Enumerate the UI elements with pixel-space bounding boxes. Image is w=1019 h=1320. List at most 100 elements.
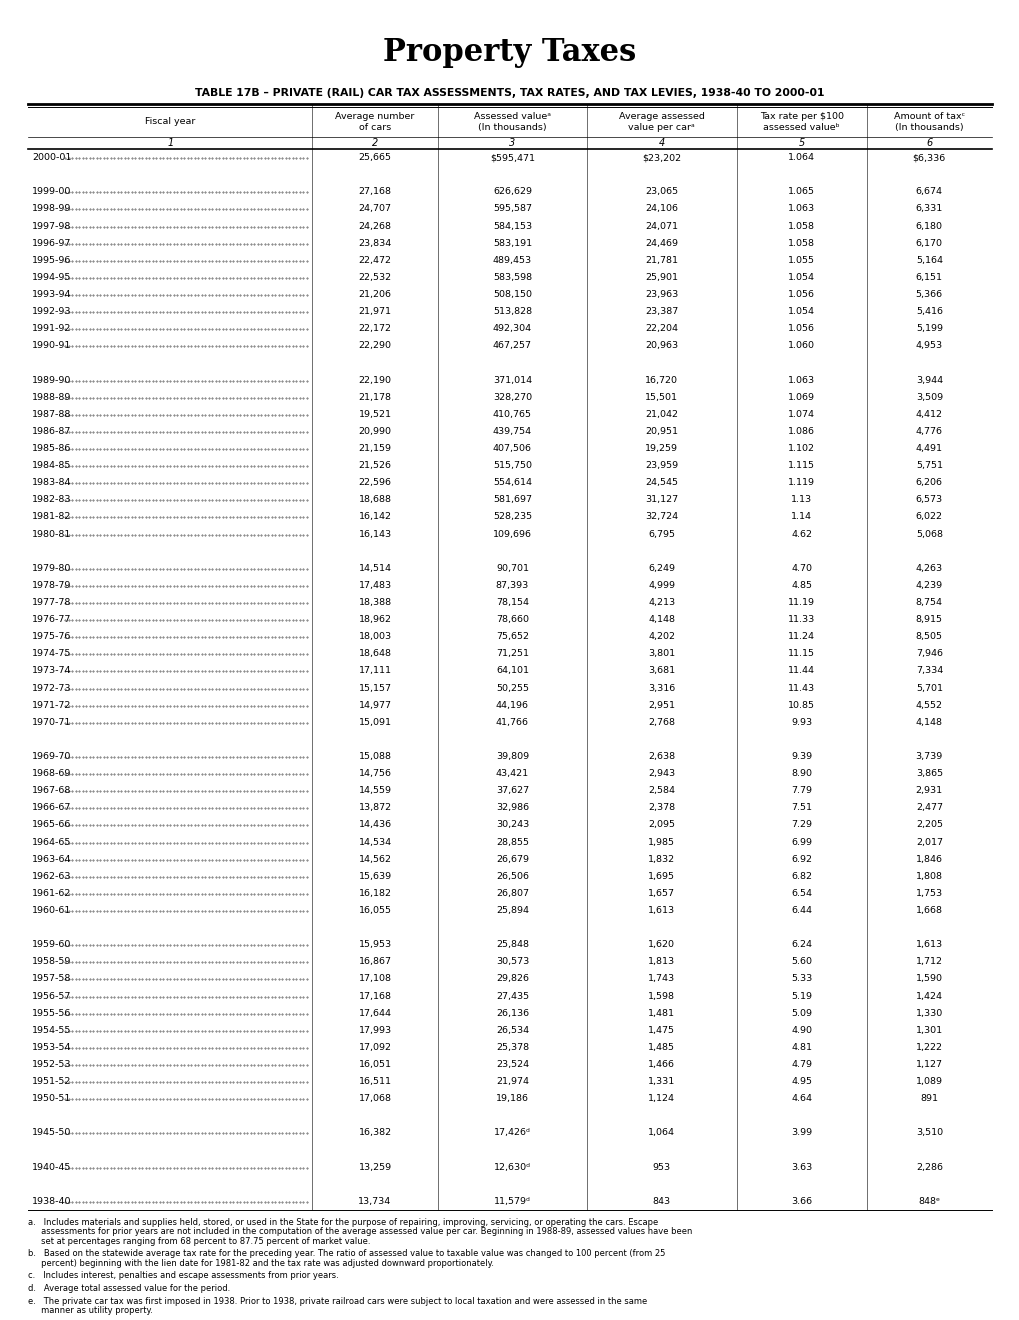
Text: 4,239: 4,239: [915, 581, 942, 590]
Text: 21,974: 21,974: [495, 1077, 529, 1086]
Text: 26,534: 26,534: [495, 1026, 529, 1035]
Text: 1991-92: 1991-92: [32, 325, 71, 333]
Text: 24,071: 24,071: [645, 222, 678, 231]
Text: 1,064: 1,064: [648, 1129, 675, 1138]
Text: Fiscal year: Fiscal year: [145, 117, 196, 127]
Text: 6.54: 6.54: [791, 888, 811, 898]
Text: 371,014: 371,014: [492, 375, 532, 384]
Text: 22,204: 22,204: [645, 325, 678, 333]
Text: 1.063: 1.063: [788, 375, 814, 384]
Text: 22,472: 22,472: [359, 256, 391, 265]
Text: 583,598: 583,598: [492, 273, 532, 282]
Text: 14,534: 14,534: [358, 838, 391, 846]
Text: $23,202: $23,202: [642, 153, 681, 162]
Text: set at percentages ranging from 68 percent to 87.75 percent of market value.: set at percentages ranging from 68 perce…: [28, 1237, 370, 1246]
Text: 19,259: 19,259: [645, 444, 678, 453]
Text: 11,579ᵈ: 11,579ᵈ: [493, 1197, 530, 1206]
Text: 2,286: 2,286: [915, 1163, 942, 1172]
Text: 584,153: 584,153: [492, 222, 532, 231]
Text: 8,505: 8,505: [915, 632, 942, 642]
Text: 2: 2: [372, 139, 378, 148]
Text: 20,990: 20,990: [359, 426, 391, 436]
Text: 4,953: 4,953: [915, 342, 942, 350]
Text: 4: 4: [658, 139, 664, 148]
Text: 16,143: 16,143: [358, 529, 391, 539]
Text: 22,290: 22,290: [359, 342, 391, 350]
Text: 16,382: 16,382: [358, 1129, 391, 1138]
Text: 1,753: 1,753: [915, 888, 942, 898]
Text: 90,701: 90,701: [495, 564, 529, 573]
Text: 1976-77: 1976-77: [32, 615, 71, 624]
Text: 3,865: 3,865: [915, 770, 942, 777]
Text: 1.055: 1.055: [788, 256, 814, 265]
Text: 78,660: 78,660: [495, 615, 529, 624]
Text: 410,765: 410,765: [492, 409, 531, 418]
Text: 581,697: 581,697: [492, 495, 531, 504]
Text: 1962-63: 1962-63: [32, 871, 71, 880]
Text: 1975-76: 1975-76: [32, 632, 71, 642]
Text: 32,986: 32,986: [495, 804, 529, 812]
Text: 1,846: 1,846: [915, 854, 942, 863]
Text: 1999-00: 1999-00: [32, 187, 71, 197]
Text: 3,681: 3,681: [648, 667, 675, 676]
Text: 5.19: 5.19: [791, 991, 811, 1001]
Text: 1950-51: 1950-51: [32, 1094, 71, 1104]
Text: 13,734: 13,734: [358, 1197, 391, 1206]
Text: 1,590: 1,590: [915, 974, 942, 983]
Text: 508,150: 508,150: [492, 290, 531, 298]
Text: 1990-91: 1990-91: [32, 342, 71, 350]
Text: 4,491: 4,491: [915, 444, 942, 453]
Text: 2,378: 2,378: [648, 804, 675, 812]
Text: 30,243: 30,243: [495, 821, 529, 829]
Text: 1992-93: 1992-93: [32, 308, 71, 315]
Text: 1974-75: 1974-75: [32, 649, 71, 659]
Text: 25,901: 25,901: [645, 273, 678, 282]
Text: 3,944: 3,944: [915, 375, 942, 384]
Text: 6.92: 6.92: [791, 854, 811, 863]
Text: 16,055: 16,055: [359, 906, 391, 915]
Text: 439,754: 439,754: [492, 426, 532, 436]
Text: 17,483: 17,483: [358, 581, 391, 590]
Text: 1.056: 1.056: [788, 325, 814, 333]
Text: percent) beginning with the lien date for 1981-82 and the tax rate was adjusted : percent) beginning with the lien date fo…: [28, 1259, 493, 1269]
Text: 5,366: 5,366: [915, 290, 942, 298]
Text: 2,205: 2,205: [915, 821, 942, 829]
Text: 5,199: 5,199: [915, 325, 942, 333]
Text: 71,251: 71,251: [495, 649, 529, 659]
Text: 17,644: 17,644: [359, 1008, 391, 1018]
Text: 489,453: 489,453: [492, 256, 532, 265]
Text: 19,186: 19,186: [495, 1094, 529, 1104]
Text: 4.81: 4.81: [791, 1043, 811, 1052]
Text: 2,768: 2,768: [648, 718, 675, 727]
Text: 1953-54: 1953-54: [32, 1043, 71, 1052]
Text: 2,017: 2,017: [915, 838, 942, 846]
Text: 1952-53: 1952-53: [32, 1060, 71, 1069]
Text: 37,627: 37,627: [495, 787, 529, 795]
Text: 1951-52: 1951-52: [32, 1077, 71, 1086]
Text: 21,042: 21,042: [645, 409, 678, 418]
Text: 1,222: 1,222: [915, 1043, 942, 1052]
Text: 4.95: 4.95: [791, 1077, 811, 1086]
Text: 14,977: 14,977: [359, 701, 391, 710]
Text: 9.93: 9.93: [791, 718, 811, 727]
Text: 32,724: 32,724: [645, 512, 678, 521]
Text: 583,191: 583,191: [492, 239, 532, 248]
Text: 26,506: 26,506: [495, 871, 529, 880]
Text: 3.99: 3.99: [791, 1129, 811, 1138]
Text: 13,259: 13,259: [358, 1163, 391, 1172]
Text: 44,196: 44,196: [495, 701, 529, 710]
Text: 11.44: 11.44: [788, 667, 814, 676]
Text: 7.79: 7.79: [791, 787, 811, 795]
Text: 16,182: 16,182: [359, 888, 391, 898]
Text: 4.70: 4.70: [791, 564, 811, 573]
Text: 15,088: 15,088: [359, 752, 391, 762]
Text: 3,316: 3,316: [647, 684, 675, 693]
Text: 6,170: 6,170: [915, 239, 942, 248]
Text: 24,106: 24,106: [645, 205, 678, 214]
Text: 5.60: 5.60: [791, 957, 811, 966]
Text: 554,614: 554,614: [492, 478, 531, 487]
Text: 11.19: 11.19: [788, 598, 814, 607]
Text: 1982-83: 1982-83: [32, 495, 71, 504]
Text: 953: 953: [652, 1163, 671, 1172]
Text: 2,943: 2,943: [648, 770, 675, 777]
